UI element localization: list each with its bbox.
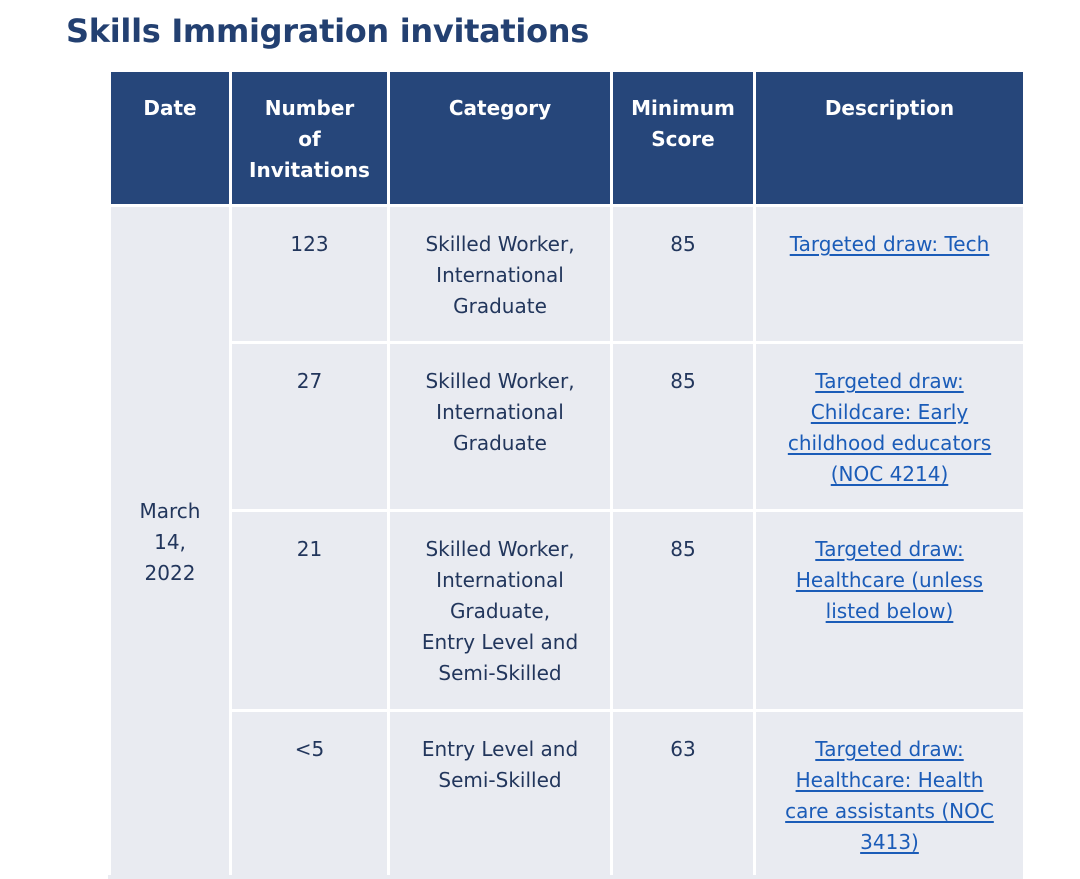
table-row: March 14, 2022 123 Skilled Worker, Inter… xyxy=(108,204,1026,879)
min-score-cell: 85 xyxy=(610,509,756,712)
category-line: International xyxy=(436,263,564,287)
description-line: Targeted draw: xyxy=(815,537,964,561)
category-cell: Skilled Worker, International Graduate, … xyxy=(387,509,613,712)
category-line: Entry Level and xyxy=(421,630,579,654)
date-line: 14, xyxy=(154,529,186,554)
header-category: Category xyxy=(387,69,613,207)
category-line: International xyxy=(436,400,564,424)
invitations-cell: 27 xyxy=(229,341,390,512)
date-cell: March 14, 2022 xyxy=(108,204,232,879)
category-line: Skilled Worker, xyxy=(425,369,575,393)
category-cell: Skilled Worker, International Graduate xyxy=(387,204,613,344)
description-cell: Targeted draw: Childcare: Early childhoo… xyxy=(753,341,1026,512)
description-link-childcare[interactable]: Targeted draw: Childcare: Early childhoo… xyxy=(788,369,991,486)
description-link-tech[interactable]: Targeted draw: Tech xyxy=(790,232,990,256)
category-line: Graduate, xyxy=(449,599,551,623)
category-line: Graduate xyxy=(453,431,547,455)
header-row: Date Number of Invitations Category Mini… xyxy=(108,69,1026,207)
category-line: Skilled Worker, xyxy=(425,232,575,256)
category-line: Semi-Skilled xyxy=(438,768,562,792)
table-row: <5 Entry Level and Semi-Skilled 63 Targe… xyxy=(110,709,1026,879)
header-category-label: Category xyxy=(448,96,552,120)
description-line: Healthcare: Health xyxy=(795,768,984,792)
category-line: Skilled Worker, xyxy=(425,537,575,561)
description-line: Targeted draw: xyxy=(815,369,964,393)
invitations-cell: <5 xyxy=(229,709,390,879)
header-min-score-line: Score xyxy=(651,127,715,151)
invitations-table: Date Number of Invitations Category Mini… xyxy=(108,69,1026,879)
category-line: Entry Level and xyxy=(421,737,579,761)
category-cell: Skilled Worker, International Graduate xyxy=(387,341,613,512)
description-line: Targeted draw: Tech xyxy=(789,232,990,256)
category-cell: Entry Level and Semi-Skilled xyxy=(387,709,613,879)
header-min-score: Minimum Score xyxy=(610,69,756,207)
description-line: Childcare: Early xyxy=(810,400,969,424)
header-invitations-line: of xyxy=(298,127,321,151)
header-date: Date xyxy=(108,69,232,207)
header-description: Description xyxy=(753,69,1026,207)
description-line: (NOC 4214) xyxy=(830,462,949,486)
page-title: Skills Immigration invitations xyxy=(66,12,589,50)
min-score-cell: 85 xyxy=(610,341,756,512)
invitations-cell: 123 xyxy=(229,204,390,344)
table-row: 21 Skilled Worker, International Graduat… xyxy=(110,509,1026,712)
description-cell: Targeted draw: Healthcare (unless listed… xyxy=(753,509,1026,712)
header-description-label: Description xyxy=(824,96,955,120)
header-invitations: Number of Invitations xyxy=(229,69,390,207)
next-row-edge xyxy=(108,875,1023,879)
description-line: 3413) xyxy=(860,830,919,854)
description-line: care assistants (NOC xyxy=(785,799,994,823)
date-line: 2022 xyxy=(144,560,196,585)
category-line: International xyxy=(436,568,564,592)
description-line: listed below) xyxy=(825,599,954,623)
description-link-healthcare[interactable]: Targeted draw: Healthcare (unless listed… xyxy=(796,537,983,623)
date-line: March xyxy=(139,498,201,523)
table-row: 27 Skilled Worker, International Graduat… xyxy=(110,341,1026,512)
header-invitations-line: Invitations xyxy=(249,158,370,182)
category-line: Graduate xyxy=(453,294,547,318)
description-line: childhood educators xyxy=(787,431,992,455)
header-date-label: Date xyxy=(143,96,197,120)
category-line: Semi-Skilled xyxy=(438,661,562,685)
min-score-cell: 63 xyxy=(610,709,756,879)
invitations-cell: 21 xyxy=(229,509,390,712)
description-cell: Targeted draw: Tech xyxy=(753,204,1026,344)
description-link-health-care-assistants[interactable]: Targeted draw: Healthcare: Health care a… xyxy=(785,737,994,854)
description-line: Targeted draw: xyxy=(815,737,964,761)
description-line: Healthcare (unless xyxy=(795,568,984,592)
description-cell: Targeted draw: Healthcare: Health care a… xyxy=(753,709,1026,879)
header-min-score-line: Minimum xyxy=(631,96,735,120)
header-invitations-line: Number xyxy=(264,96,355,120)
min-score-cell: 85 xyxy=(610,204,756,344)
